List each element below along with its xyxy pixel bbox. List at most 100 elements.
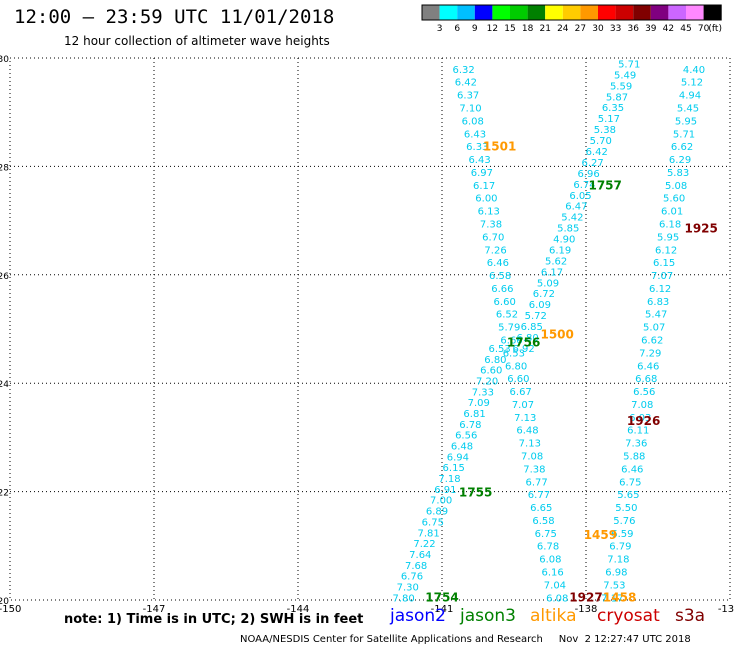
wave-height-point: 6.43	[468, 155, 490, 166]
wave-height-point: 7.29	[639, 348, 661, 359]
wave-height-point: 6.60	[494, 297, 516, 308]
colorbar-swatch	[580, 5, 598, 20]
wave-height-point: 6.85	[521, 322, 543, 333]
colorbar-swatch	[650, 5, 669, 20]
wave-height-point: 7.18	[438, 474, 460, 485]
wave-height-point: 6.80	[517, 333, 539, 344]
colorbar-label: 36	[627, 24, 639, 34]
y-tick-label: 20	[0, 597, 9, 607]
wave-height-point: 6.01	[661, 207, 683, 218]
wave-height-point: 6.05	[569, 191, 591, 202]
wave-height-point: 6.00	[475, 194, 497, 205]
colorbar-swatch	[492, 5, 510, 20]
colorbar-label: 45	[680, 24, 691, 34]
wave-height-point: 5.50	[615, 503, 637, 514]
wave-height-point: 6.96	[577, 169, 599, 180]
wave-height-point: 7.18	[607, 555, 629, 566]
wave-height-point: 6.12	[655, 245, 677, 256]
wave-height-point: 6.65	[530, 503, 552, 514]
colorbar-label: 39	[645, 24, 657, 34]
wave-height-point: 6.35	[602, 103, 624, 114]
wave-height-point: 7.68	[405, 561, 427, 572]
wave-height-point: 6.59	[611, 529, 633, 540]
wave-height-point: 7.38	[480, 220, 502, 231]
satellite-cryosat: cryosat	[597, 606, 660, 626]
plot-frame	[9, 57, 731, 601]
wave-height-point: 6.13	[478, 207, 500, 218]
time-label: 1459	[584, 528, 617, 542]
wave-height-point: 6.08	[546, 593, 568, 604]
wave-height-point: 6.81	[463, 409, 485, 420]
colorbar-label: 24	[557, 24, 569, 34]
wave-height-point: 6.11	[627, 426, 649, 437]
x-axis-ticks: -150 -147 -144 -141 -138 -13	[0, 604, 734, 615]
colorbar-label: 3	[437, 24, 443, 34]
wave-height-point: 6.80	[484, 355, 506, 366]
wave-height-point: 6.17	[541, 267, 563, 278]
wave-height-point: 6.80	[505, 361, 527, 372]
time-label: 1926	[627, 414, 660, 428]
wave-height-point: 7.26	[484, 245, 506, 256]
wave-height-points: 6.326.426.377.106.086.436.336.436.976.17…	[392, 59, 705, 604]
wave-height-point: 5.88	[623, 452, 645, 463]
y-tick-label: 24	[0, 380, 9, 390]
wave-height-point: 6.15	[443, 463, 465, 474]
colorbar-label: 18	[522, 24, 534, 34]
wave-height-point: 4.40	[683, 65, 705, 76]
wave-height-point: 6.62	[641, 336, 663, 347]
wave-height-point: 6.42	[586, 147, 608, 158]
wave-height-point: 6.78	[459, 420, 481, 431]
wave-height-point: 4.90	[553, 235, 575, 246]
chart-subtitle: 12 hour collection of altimeter wave hei…	[64, 34, 330, 48]
chart-note: note: 1) Time is in UTC; 2) SWH is in fe…	[64, 612, 364, 627]
wave-height-point: 5.70	[590, 136, 612, 147]
x-tick-label: -141	[431, 604, 454, 615]
x-tick-label: -147	[143, 604, 166, 615]
wave-height-point: 5.38	[594, 125, 616, 136]
x-tick-label: -138	[575, 604, 598, 615]
satellite-jason2: jason2	[390, 606, 446, 626]
colorbar-swatch	[422, 5, 440, 20]
wave-height-point: 6.46	[637, 361, 659, 372]
wave-height-point: 6.08	[539, 555, 561, 566]
colorbar-swatch	[527, 5, 546, 20]
wave-height-point: 7.36	[625, 439, 647, 450]
wave-height-point: 6.97	[471, 168, 493, 179]
wave-height-point: 6.58	[489, 271, 511, 282]
colorbar-legend: 3 6 9 12 15 18 21 24 27 30 33 36 39 42 45 70 (ft)	[421, 4, 722, 34]
chart-credit: NOAA/NESDIS Center for Satellite Applica…	[240, 634, 691, 645]
wave-height-point: 6.53	[503, 348, 525, 359]
wave-height-point: 7.64	[409, 550, 431, 561]
wave-height-point: 5.09	[537, 278, 559, 289]
x-tick-label: -144	[287, 604, 310, 615]
wave-height-point: 6.18	[659, 220, 681, 231]
time-label: 1458	[603, 590, 636, 604]
colorbar-swatch	[562, 5, 581, 20]
wave-height-point: 5.71	[673, 129, 695, 140]
wave-height-point: 7.07	[512, 400, 534, 411]
colorbar-swatch	[703, 5, 722, 20]
y-tick-label: 22	[0, 489, 9, 499]
wave-height-point: 7.10	[459, 104, 481, 115]
wave-height-point: 5.71	[618, 59, 640, 70]
wave-height-point: 6.78	[537, 542, 559, 553]
wave-height-point: 6.62	[671, 142, 693, 153]
wave-height-point: 7.20	[476, 376, 498, 387]
wave-height-point: 6.08	[462, 116, 484, 127]
colorbar-swatch	[668, 5, 686, 20]
wave-height-point: 5.42	[561, 213, 583, 224]
wave-height-point: 6.15	[653, 258, 675, 269]
colorbar-swatch	[439, 5, 458, 20]
wave-height-point: 5.76	[613, 516, 635, 527]
time-label: 1927	[569, 590, 602, 604]
wave-height-point: 5.95	[675, 116, 697, 127]
colorbar-label: 15	[504, 24, 515, 34]
wave-height-point: 5.12	[681, 78, 703, 89]
colorbar-swatch	[474, 5, 493, 20]
y-tick-label: 26	[0, 272, 9, 282]
wave-height-point: 5.95	[657, 232, 679, 243]
wave-height-point: 6.52	[496, 310, 518, 321]
wave-height-point: 6.29	[669, 155, 691, 166]
grid-lines	[10, 58, 730, 600]
